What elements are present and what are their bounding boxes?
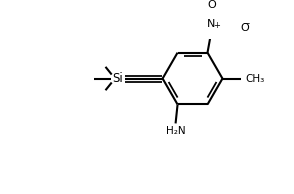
Text: N: N bbox=[207, 19, 216, 29]
Text: CH₃: CH₃ bbox=[245, 74, 265, 84]
Text: Si: Si bbox=[112, 72, 123, 85]
Text: +: + bbox=[213, 21, 220, 30]
Text: O: O bbox=[240, 23, 249, 33]
Text: −: − bbox=[242, 19, 250, 28]
Text: H₂N: H₂N bbox=[166, 126, 186, 136]
Text: O: O bbox=[207, 0, 216, 10]
